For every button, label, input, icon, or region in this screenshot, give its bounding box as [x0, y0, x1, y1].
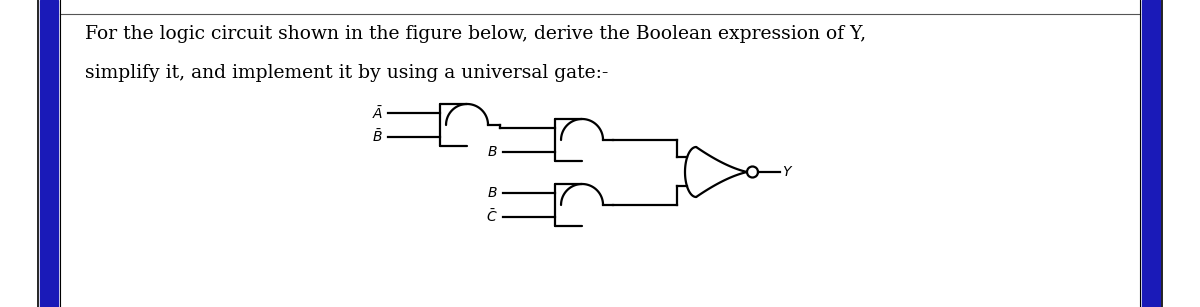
Text: $\bar{B}$: $\bar{B}$: [372, 128, 383, 145]
Text: $Y$: $Y$: [782, 165, 793, 179]
Text: $\bar{A}$: $\bar{A}$: [372, 105, 383, 122]
Text: $B$: $B$: [487, 145, 498, 158]
Text: simplify it, and implement it by using a universal gate:-: simplify it, and implement it by using a…: [85, 64, 608, 82]
Text: For the logic circuit shown in the figure below, derive the Boolean expression o: For the logic circuit shown in the figur…: [85, 25, 866, 43]
Bar: [1142, 0, 1160, 307]
Bar: [40, 0, 58, 307]
Text: $B$: $B$: [487, 186, 498, 200]
Text: $\bar{C}$: $\bar{C}$: [486, 208, 498, 225]
